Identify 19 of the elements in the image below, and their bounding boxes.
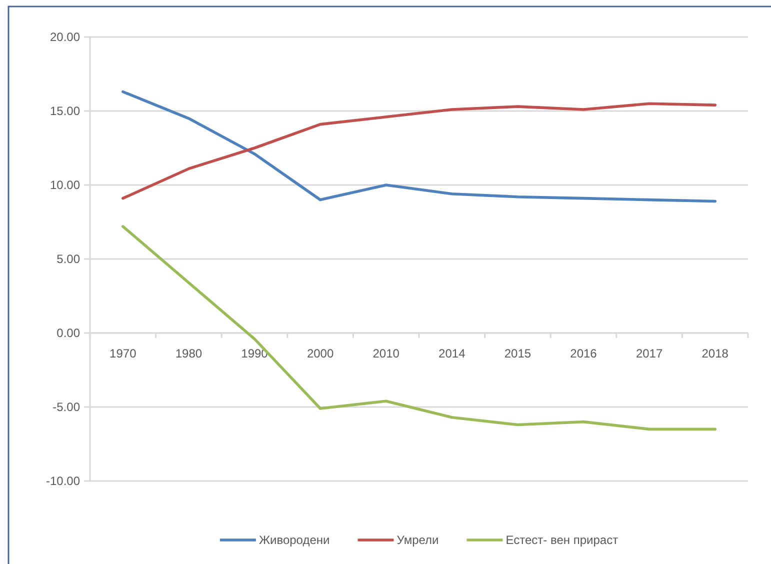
y-tick-label: 15.00	[50, 104, 80, 118]
x-tick-label: 2018	[702, 346, 729, 361]
x-tick-label: 1970	[110, 346, 137, 361]
y-tick-label: 20.00	[50, 30, 80, 44]
legend-label: Естест- вен прираст	[506, 533, 619, 547]
x-tick-label: 2000	[306, 346, 334, 361]
x-tick-label: 2016	[570, 346, 598, 361]
y-tick-label: 5.00	[56, 252, 80, 266]
legend-label: Умрели	[396, 533, 439, 547]
x-tick-label: 2014	[438, 346, 466, 361]
x-tick-label: 1980	[175, 346, 202, 361]
legend-label: Живородени	[258, 533, 330, 547]
y-tick-label: -5.00	[52, 400, 80, 414]
x-tick-label: 2010	[372, 346, 400, 361]
y-tick-label: 10.00	[50, 178, 80, 192]
x-tick-label: 2015	[504, 346, 532, 361]
x-tick-label: 2017	[636, 346, 663, 361]
y-tick-label: -10.00	[46, 474, 80, 488]
y-tick-label: 0.00	[56, 326, 80, 340]
